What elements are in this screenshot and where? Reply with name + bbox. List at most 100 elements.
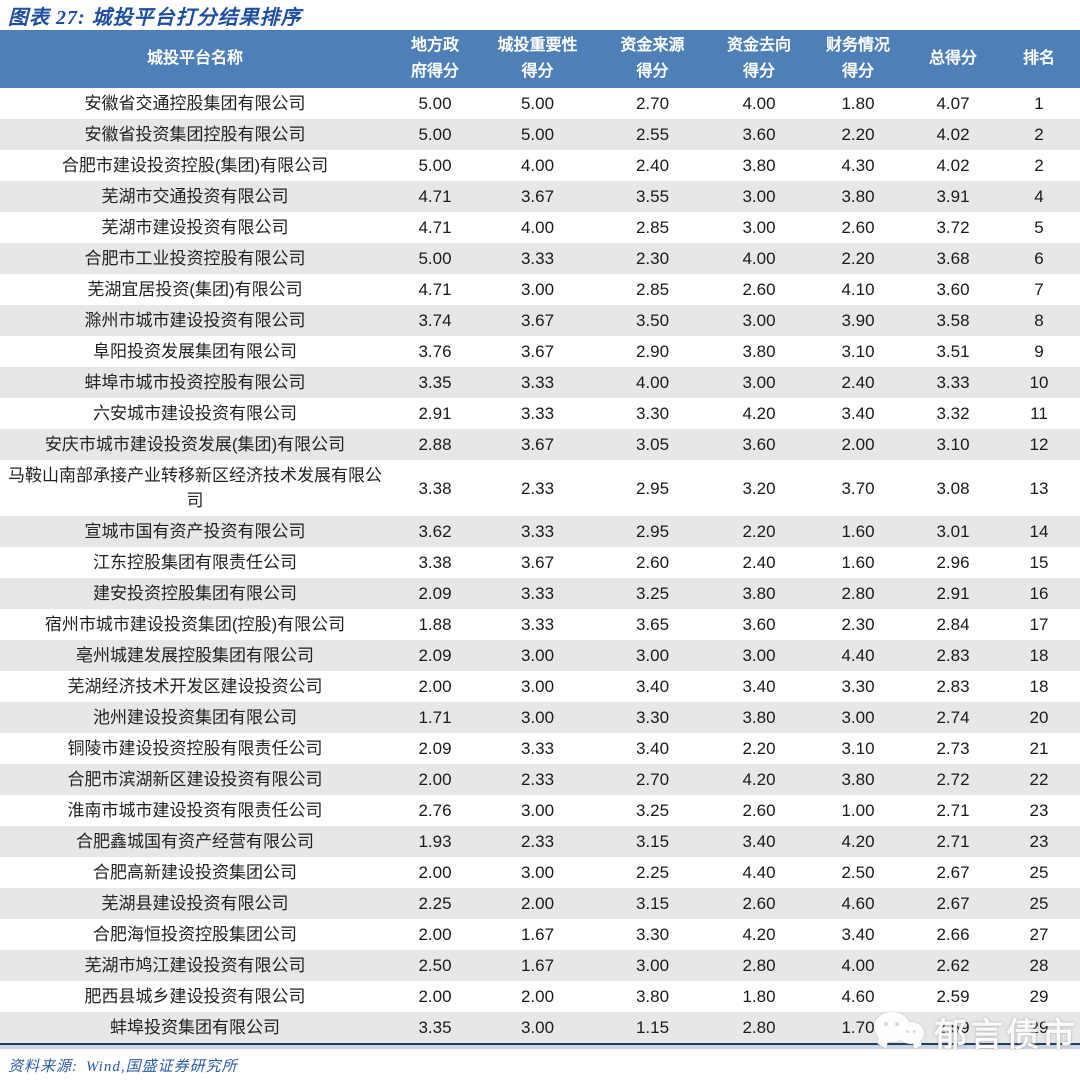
score-importance: 4.00: [520, 156, 555, 175]
source-label: 资料来源:: [8, 1059, 78, 1075]
score-financial: 4.20: [841, 832, 875, 851]
table-row: 江东控股集团有限责任公司 3.38 3.67 2.60 2.40 1.60 2.…: [0, 547, 1080, 578]
table-row: 合肥市建设投资控股(集团)有限公司 5.00 4.00 2.40 3.80 4.…: [0, 150, 1080, 181]
score-fund-use: 3.80: [742, 708, 776, 727]
rank: 10: [1029, 373, 1049, 392]
table-row: 建安投资控股集团有限公司 2.09 3.33 3.25 3.80 2.80 2.…: [0, 578, 1080, 609]
score-fund-use: 3.00: [742, 218, 776, 237]
score-fund-use: 2.40: [742, 553, 776, 572]
score-financial: 1.00: [841, 801, 875, 820]
score-fund-source: 3.15: [635, 832, 670, 851]
score-fund-source: 3.00: [635, 646, 670, 665]
rank: 6: [1034, 249, 1044, 268]
score-local-gov: 2.09: [418, 739, 452, 758]
score-fund-source: 1.15: [635, 1018, 670, 1037]
score-fund-use: 3.60: [742, 435, 776, 454]
score-local-gov: 5.00: [418, 94, 452, 113]
score-financial: 3.80: [841, 187, 875, 206]
total-score: 2.67: [936, 894, 970, 913]
platform-name: 芜湖市建设投资有限公司: [101, 218, 289, 237]
score-importance: 3.00: [520, 708, 555, 727]
total-score: 2.71: [936, 832, 970, 851]
platform-name: 合肥鑫城国有资产经营有限公司: [76, 832, 314, 851]
score-financial: 3.30: [841, 677, 875, 696]
rank: 25: [1029, 863, 1049, 882]
total-score: 3.72: [936, 218, 970, 237]
score-local-gov: 4.71: [418, 187, 452, 206]
score-importance: 3.67: [520, 553, 555, 572]
score-fund-source: 2.60: [635, 553, 670, 572]
score-fund-source: 2.25: [635, 863, 670, 882]
table-row: 肥西县城乡建设投资有限公司 2.00 2.00 3.80 1.80 4.60 2…: [0, 981, 1080, 1012]
score-financial: 2.30: [841, 615, 875, 634]
score-financial: 4.60: [841, 894, 875, 913]
table-row: 芜湖市建设投资有限公司 4.71 4.00 2.85 3.00 2.60 3.7…: [0, 212, 1080, 243]
total-score: 2.73: [936, 739, 970, 758]
total-score: 2.67: [936, 863, 970, 882]
rank: 29: [1029, 1018, 1049, 1037]
score-fund-source: 3.55: [635, 187, 670, 206]
platform-name: 肥西县城乡建设投资有限公司: [84, 987, 306, 1006]
rank: 1: [1034, 94, 1044, 113]
platform-name: 池州建设投资集团有限公司: [93, 708, 297, 727]
platform-name: 铜陵市建设投资控股有限责任公司: [67, 739, 323, 758]
total-score: 3.51: [936, 342, 970, 361]
score-importance: 3.00: [520, 1018, 555, 1037]
score-financial: 3.70: [841, 478, 875, 498]
table-row: 宿州市城市建设投资集团(控股)有限公司 1.88 3.33 3.65 3.60 …: [0, 609, 1080, 640]
total-score: 3.08: [936, 478, 970, 498]
col-header-platform-name: 城投平台名称: [0, 30, 390, 88]
rank: 9: [1034, 342, 1044, 361]
platform-name: 安徽省交通控股集团有限公司: [84, 94, 306, 113]
score-local-gov: 3.38: [418, 553, 452, 572]
score-local-gov: 2.00: [418, 925, 452, 944]
score-fund-source: 2.70: [635, 770, 670, 789]
score-importance: 2.00: [520, 987, 555, 1006]
score-fund-source: 2.55: [635, 125, 670, 144]
score-financial: 2.20: [841, 125, 875, 144]
rank: 2: [1034, 125, 1044, 144]
score-local-gov: 5.00: [418, 249, 452, 268]
total-score: 2.62: [936, 956, 970, 975]
table-row: 马鞍山南部承接产业转移新区经济技术发展有限公司 3.38 2.33 2.95 3…: [0, 460, 1080, 516]
score-fund-use: 2.60: [742, 894, 776, 913]
score-importance: 1.67: [520, 925, 555, 944]
table-row: 安徽省投资集团控股有限公司 5.00 5.00 2.55 3.60 2.20 4…: [0, 119, 1080, 150]
score-local-gov: 3.76: [418, 342, 452, 361]
score-local-gov: 2.09: [418, 646, 452, 665]
score-financial: 4.00: [841, 956, 875, 975]
score-fund-source: 2.85: [635, 280, 670, 299]
platform-name: 建安投资控股集团有限公司: [93, 584, 297, 603]
score-local-gov: 2.88: [418, 435, 452, 454]
score-importance: 3.00: [520, 677, 555, 696]
platform-name: 合肥海恒投资控股集团公司: [93, 925, 297, 944]
table-row: 合肥市工业投资控股有限公司 5.00 3.33 2.30 4.00 2.20 3…: [0, 243, 1080, 274]
score-financial: 4.40: [841, 646, 875, 665]
score-local-gov: 2.00: [418, 987, 452, 1006]
platform-name: 阜阳投资发展集团有限公司: [93, 342, 297, 361]
score-financial: 4.10: [841, 280, 875, 299]
score-fund-use: 2.80: [742, 956, 776, 975]
score-local-gov: 2.09: [418, 584, 452, 603]
total-score: 2.83: [936, 646, 970, 665]
rank: 17: [1029, 615, 1049, 634]
score-financial: 3.10: [841, 342, 875, 361]
score-fund-source: 2.30: [635, 249, 670, 268]
score-financial: 2.60: [841, 218, 875, 237]
score-financial: 3.90: [841, 311, 875, 330]
score-fund-use: 3.40: [742, 832, 776, 851]
platform-name: 亳州城建发展控股集团有限公司: [76, 646, 314, 665]
score-importance: 2.33: [520, 832, 555, 851]
score-importance: 4.00: [520, 218, 555, 237]
source-text: Wind,国盛证券研究所: [86, 1059, 238, 1075]
score-fund-use: 3.80: [742, 342, 776, 361]
table-row: 合肥高新建设投资集团公司 2.00 3.00 2.25 4.40 2.50 2.…: [0, 857, 1080, 888]
score-local-gov: 3.62: [418, 522, 452, 541]
rank: 25: [1029, 894, 1049, 913]
score-fund-use: 4.20: [742, 925, 776, 944]
platform-name: 马鞍山南部承接产业转移新区经济技术发展有限公司: [8, 466, 382, 510]
score-local-gov: 2.91: [418, 404, 452, 423]
score-importance: 3.67: [520, 311, 555, 330]
platform-name: 合肥市建设投资控股(集团)有限公司: [61, 156, 329, 175]
score-fund-use: 2.20: [742, 739, 776, 758]
